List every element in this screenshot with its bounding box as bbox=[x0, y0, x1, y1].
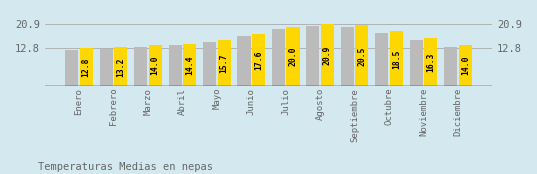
Bar bbox=[79, 48, 93, 86]
Text: 20.0: 20.0 bbox=[288, 47, 297, 66]
Bar bbox=[169, 45, 182, 86]
Text: 20.5: 20.5 bbox=[358, 46, 366, 66]
Bar bbox=[252, 34, 265, 86]
Bar bbox=[375, 33, 388, 86]
Bar bbox=[286, 27, 300, 86]
Bar bbox=[341, 27, 354, 86]
Text: 17.6: 17.6 bbox=[254, 50, 263, 70]
Text: 14.0: 14.0 bbox=[461, 56, 470, 75]
Text: 15.7: 15.7 bbox=[220, 53, 229, 73]
Bar bbox=[321, 24, 334, 86]
Bar bbox=[65, 50, 78, 86]
Text: 18.5: 18.5 bbox=[392, 49, 401, 69]
Text: 14.4: 14.4 bbox=[185, 55, 194, 75]
Text: 13.2: 13.2 bbox=[116, 57, 125, 77]
Bar bbox=[183, 44, 196, 86]
Bar bbox=[390, 31, 403, 86]
Bar bbox=[355, 25, 368, 86]
Bar bbox=[114, 47, 127, 86]
Bar bbox=[307, 26, 320, 86]
Bar bbox=[424, 38, 437, 86]
Bar bbox=[134, 47, 147, 86]
Bar bbox=[444, 47, 458, 86]
Text: 16.3: 16.3 bbox=[426, 52, 436, 72]
Bar bbox=[272, 29, 285, 86]
Bar bbox=[410, 40, 423, 86]
Bar bbox=[149, 45, 162, 86]
Text: 20.9: 20.9 bbox=[323, 46, 332, 65]
Bar bbox=[237, 36, 251, 86]
Bar bbox=[217, 40, 230, 86]
Bar bbox=[203, 42, 216, 86]
Text: Temperaturas Medias en nepas: Temperaturas Medias en nepas bbox=[38, 162, 213, 172]
Bar bbox=[100, 49, 113, 86]
Text: 14.0: 14.0 bbox=[151, 56, 159, 75]
Text: 12.8: 12.8 bbox=[82, 58, 91, 77]
Bar bbox=[459, 45, 472, 86]
